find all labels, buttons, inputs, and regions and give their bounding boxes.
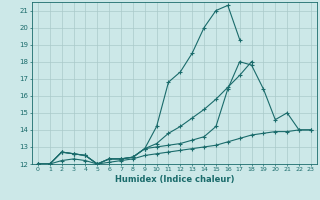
X-axis label: Humidex (Indice chaleur): Humidex (Indice chaleur) (115, 175, 234, 184)
